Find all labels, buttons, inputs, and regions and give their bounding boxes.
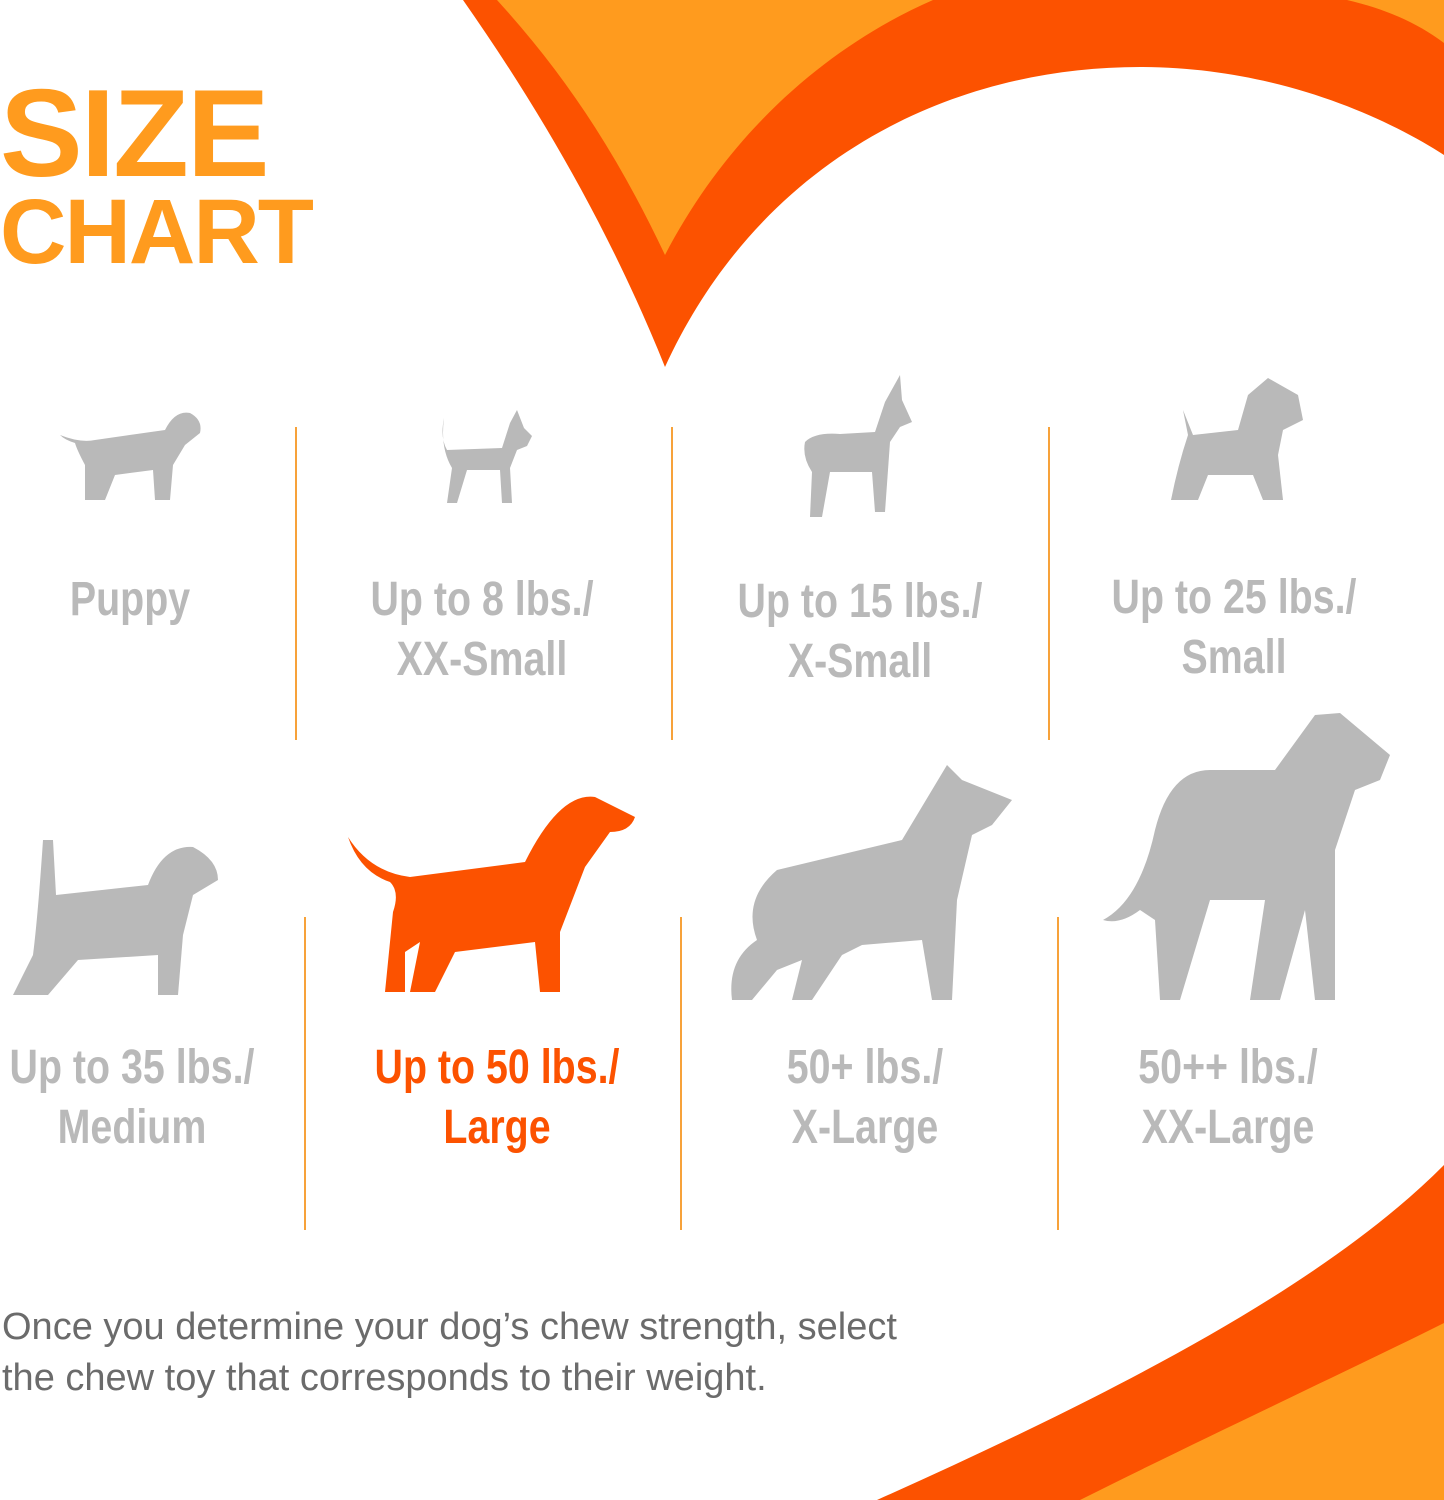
puppy-icon xyxy=(60,412,201,500)
divider xyxy=(1057,917,1059,1230)
divider xyxy=(295,427,297,740)
size-label-line2: XX-Small xyxy=(396,633,568,686)
bottom-swoosh-orange xyxy=(1080,1323,1444,1500)
size-label-line2: Large xyxy=(443,1101,551,1154)
shepherd-icon xyxy=(731,765,1012,1000)
beagle-icon xyxy=(13,840,218,995)
size-label-puppy: Puppy xyxy=(0,570,302,630)
size-label-line1: Up to 50 lbs./ xyxy=(374,1041,620,1094)
size-label-line1: Up to 25 lbs./ xyxy=(1111,571,1357,624)
title-size: SIZE xyxy=(0,65,270,203)
size-label-line2: X-Small xyxy=(787,635,933,688)
chihuahua-icon xyxy=(442,410,532,503)
size-label-xx-small: Up to 8 lbs./ XX-Small xyxy=(310,570,654,690)
note-line1: Once you determine your dog’s chew stren… xyxy=(2,1306,897,1348)
pinscher-icon xyxy=(804,375,912,517)
terrier-icon xyxy=(1171,378,1303,500)
size-label-line1: Up to 8 lbs./ xyxy=(370,573,594,626)
instruction-note: Once you determine your dog’s chew stren… xyxy=(2,1302,897,1404)
great-dane-icon xyxy=(1103,713,1390,1000)
size-label-medium: Up to 35 lbs./ Medium xyxy=(0,1038,304,1158)
top-swoosh-orange-left xyxy=(497,0,933,255)
size-label-line2: X-Large xyxy=(791,1101,939,1154)
size-label-large: Up to 50 lbs./ Large xyxy=(325,1038,669,1158)
size-label-x-large: 50+ lbs./ X-Large xyxy=(693,1038,1037,1158)
size-label-line1: 50+ lbs./ xyxy=(786,1041,944,1094)
size-label-xx-large: 50++ lbs./ XX-Large xyxy=(1056,1038,1400,1158)
size-label-line2: Small xyxy=(1181,631,1287,684)
size-label-line1: Puppy xyxy=(69,573,191,626)
size-label-line1: Up to 35 lbs./ xyxy=(9,1041,255,1094)
size-label-small: Up to 25 lbs./ Small xyxy=(1062,568,1406,688)
divider xyxy=(1048,427,1050,740)
size-label-line2: XX-Large xyxy=(1141,1101,1315,1154)
size-label-line1: Up to 15 lbs./ xyxy=(737,575,983,628)
divider xyxy=(671,427,673,740)
labrador-icon xyxy=(348,796,635,992)
title-chart: CHART xyxy=(0,181,314,283)
size-label-line1: 50++ lbs./ xyxy=(1138,1041,1318,1094)
size-label-line2: Medium xyxy=(57,1101,207,1154)
size-label-x-small: Up to 15 lbs./ X-Small xyxy=(688,572,1032,692)
note-line2: the chew toy that corresponds to their w… xyxy=(2,1357,767,1399)
top-swoosh-orange-right xyxy=(1347,0,1444,43)
divider xyxy=(304,917,306,1230)
divider xyxy=(680,917,682,1230)
